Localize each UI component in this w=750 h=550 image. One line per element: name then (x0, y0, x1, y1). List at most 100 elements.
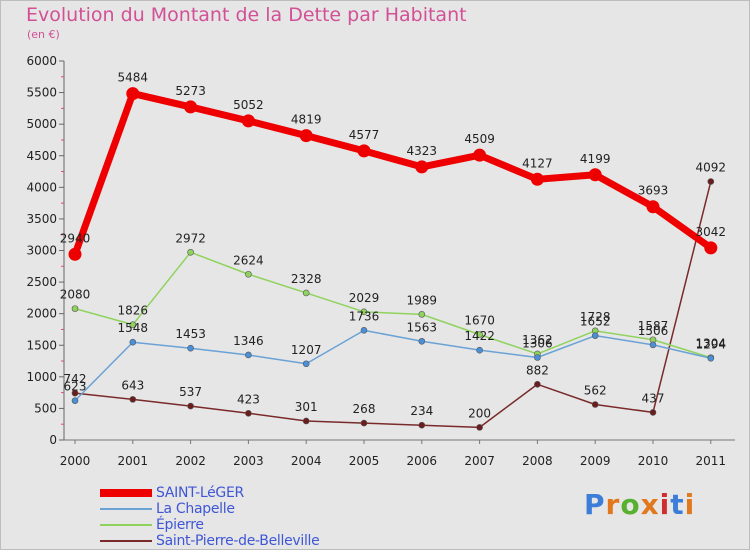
y-tick-label: 1500 (26, 338, 57, 352)
data-label: 4509 (464, 132, 495, 146)
data-label: 2972 (175, 231, 206, 245)
data-label: 1587 (638, 319, 669, 333)
y-tick-label: 4000 (26, 180, 57, 194)
data-label: 1506 (638, 324, 669, 338)
data-label: 1294 (696, 337, 727, 351)
data-point (646, 200, 660, 214)
x-tick-label: 2000 (60, 454, 91, 468)
data-label: 1306 (522, 337, 553, 351)
data-label: 1670 (464, 314, 495, 328)
data-point (649, 409, 657, 416)
data-label: 301 (295, 400, 318, 414)
y-tick-label: 2000 (26, 307, 57, 321)
data-label: 1826 (118, 304, 149, 318)
data-label: 268 (353, 402, 376, 416)
chart-title: Evolution du Montant de la Dette par Hab… (26, 4, 467, 26)
data-label: 1304 (696, 337, 727, 351)
y-tick-label: 4500 (26, 149, 57, 163)
x-tick-label: 2002 (175, 454, 206, 468)
data-point (357, 144, 371, 158)
data-label: 4819 (291, 113, 322, 127)
data-label: 5484 (118, 71, 149, 85)
data-label: 1563 (407, 320, 438, 334)
data-point (302, 289, 310, 297)
data-label: 537 (179, 385, 202, 399)
legend-swatch (100, 524, 152, 526)
data-point (245, 409, 252, 417)
y-tick-label: 3500 (26, 212, 57, 226)
data-label: 234 (410, 404, 433, 418)
x-tick-label: 2010 (638, 454, 669, 468)
data-point (707, 178, 715, 185)
data-label: 4092 (696, 161, 727, 175)
y-tick-label: 5000 (26, 117, 57, 131)
data-point (360, 327, 368, 334)
logo-letter: x (640, 488, 660, 521)
data-label: 1207 (291, 343, 322, 357)
data-label: 2080 (60, 288, 91, 302)
data-label: 3693 (638, 184, 669, 198)
data-point (418, 337, 426, 345)
x-tick-label: 2007 (464, 454, 495, 468)
data-point (129, 396, 137, 403)
data-point (473, 148, 487, 162)
data-point (245, 351, 252, 359)
y-tick-label: 5500 (26, 86, 57, 100)
data-label: 2029 (349, 291, 380, 305)
data-label: 562 (584, 384, 607, 398)
legend-label: SAINT-LéGER (156, 485, 244, 501)
logo-letter: P (584, 488, 606, 521)
data-point (360, 308, 368, 316)
data-point (302, 417, 310, 425)
data-point (530, 172, 544, 186)
data-point (360, 419, 368, 427)
data-point (126, 87, 140, 101)
x-tick-label: 2006 (407, 454, 438, 468)
x-tick-label: 2003 (233, 454, 264, 468)
data-point (707, 354, 715, 362)
y-tick-label: 0 (49, 433, 57, 447)
x-tick-label: 2005 (349, 454, 380, 468)
data-label: 437 (642, 391, 665, 405)
data-point (245, 270, 252, 278)
data-label: 643 (121, 378, 144, 392)
data-point (71, 389, 79, 397)
data-label: 1989 (407, 293, 438, 307)
data-point (649, 341, 657, 349)
data-label: 3042 (696, 225, 727, 239)
data-point (476, 424, 483, 431)
data-point (187, 344, 194, 352)
data-point (534, 380, 541, 388)
y-tick-label: 500 (34, 401, 57, 415)
x-tick-label: 2004 (291, 454, 322, 468)
data-point (418, 311, 426, 318)
data-point (187, 402, 194, 410)
series-line-2 (74, 251, 712, 359)
data-point (299, 129, 313, 143)
data-point (591, 401, 599, 408)
y-tick-label: 3000 (26, 244, 57, 258)
data-point (588, 168, 602, 182)
chart-subtitle: (en €) (27, 28, 60, 41)
data-point (534, 354, 541, 361)
x-tick-label: 2009 (580, 454, 611, 468)
data-label: 2940 (60, 231, 91, 245)
logo-letter: i (684, 488, 696, 521)
y-tick-label: 6000 (26, 54, 57, 68)
data-label: 1362 (522, 333, 553, 347)
series-line-1 (74, 329, 711, 402)
data-point (476, 331, 483, 338)
data-point (302, 360, 310, 368)
proxiti-logo: Proxiti (584, 488, 695, 521)
x-tick-label: 2008 (522, 454, 553, 468)
data-label: 882 (526, 363, 549, 377)
series-line-3 (74, 181, 712, 429)
logo-letter: i (659, 488, 671, 521)
data-point (476, 346, 483, 354)
legend-swatch (100, 489, 152, 497)
logo-letter: t (670, 488, 685, 521)
logo-letter: o (620, 488, 641, 521)
series-line-0 (71, 90, 713, 256)
data-label: 1652 (580, 315, 611, 329)
